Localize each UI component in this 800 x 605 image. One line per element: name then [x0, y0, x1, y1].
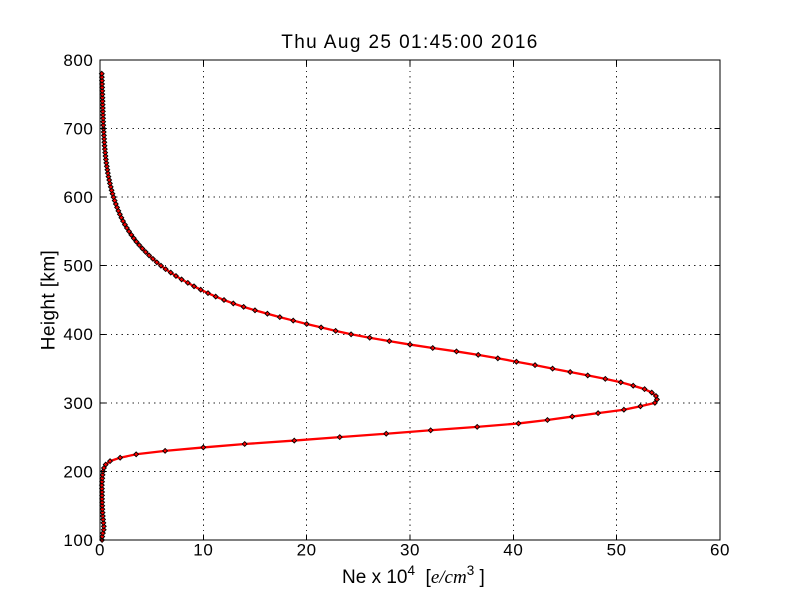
- svg-text:800: 800: [63, 51, 93, 70]
- svg-text:100: 100: [63, 531, 93, 550]
- svg-text:50: 50: [607, 541, 627, 560]
- svg-text:700: 700: [63, 119, 93, 138]
- svg-text:500: 500: [63, 257, 93, 276]
- svg-text:300: 300: [63, 394, 93, 413]
- svg-text:20: 20: [297, 541, 317, 560]
- svg-text:200: 200: [63, 462, 93, 481]
- svg-text:Height [km]: Height [km]: [39, 250, 60, 351]
- svg-text:60: 60: [710, 541, 730, 560]
- svg-text:30: 30: [400, 541, 420, 560]
- svg-text:40: 40: [503, 541, 523, 560]
- svg-text:400: 400: [63, 325, 93, 344]
- svg-text:0: 0: [95, 541, 105, 560]
- svg-text:Thu Aug 25 01:45:00 2016: Thu Aug 25 01:45:00 2016: [281, 32, 539, 53]
- svg-text:10: 10: [193, 541, 213, 560]
- svg-text:600: 600: [63, 188, 93, 207]
